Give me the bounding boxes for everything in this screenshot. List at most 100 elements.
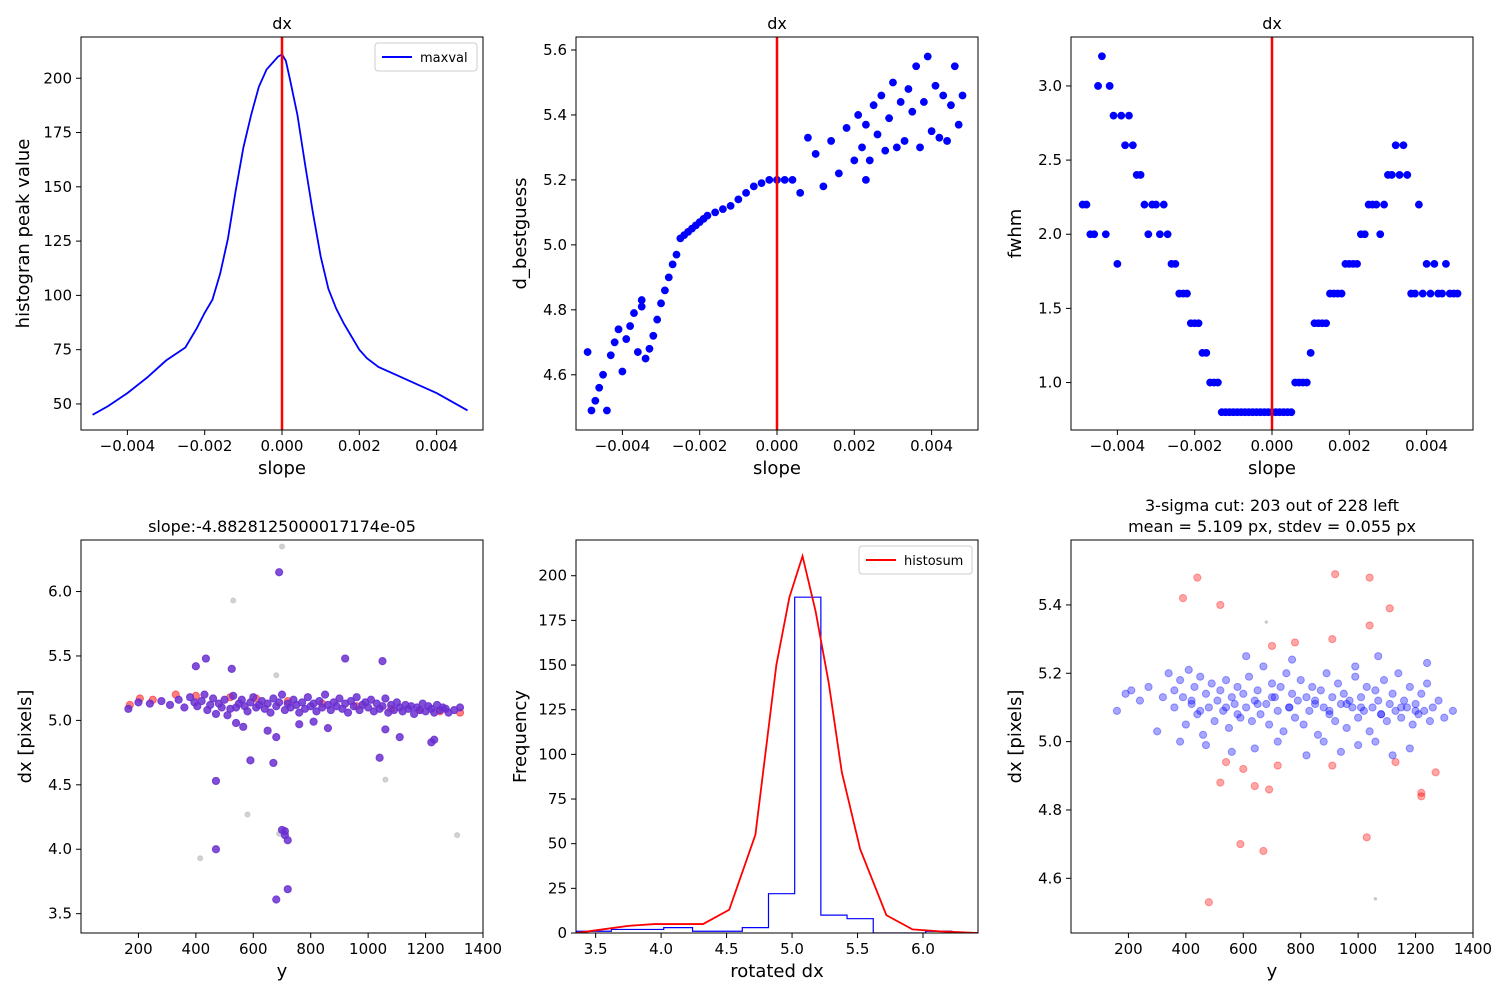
data-point xyxy=(653,315,662,324)
legend-box xyxy=(374,42,478,72)
x-tick-label: 200 xyxy=(124,940,153,958)
data-point xyxy=(881,146,890,155)
series-group-1 xyxy=(1112,652,1458,760)
data-point xyxy=(1193,710,1202,719)
data-point xyxy=(279,543,285,550)
x-tick-label: 0.000 xyxy=(261,437,304,455)
data-point xyxy=(1430,260,1439,268)
data-point xyxy=(1418,289,1427,298)
data-point xyxy=(1288,689,1297,698)
data-point xyxy=(788,176,797,184)
x-axis-label: slope xyxy=(753,458,801,479)
y-tick-label: 5.2 xyxy=(543,171,567,189)
data-point xyxy=(1351,662,1360,671)
data-point xyxy=(1216,778,1225,787)
x-tick-label: −0.002 xyxy=(1167,437,1223,455)
data-point xyxy=(1365,573,1374,582)
y-tick-label: 125 xyxy=(43,232,72,250)
data-point xyxy=(661,286,669,295)
data-point xyxy=(1193,573,1202,582)
data-point xyxy=(1250,744,1259,753)
subplot-p6: 200 400 600 800 1000 1200 1400 4.6 4.8 5.0 5.2 5.4 y… xyxy=(1005,496,1492,982)
y-axis-label: Frequency xyxy=(510,690,531,783)
data-point xyxy=(378,657,387,666)
data-point xyxy=(711,208,720,217)
data-point xyxy=(757,179,766,188)
data-point xyxy=(591,396,600,405)
x-tick-label: 1400 xyxy=(1454,940,1492,958)
data-point xyxy=(1201,689,1211,698)
x-tick-label: −0.002 xyxy=(177,437,233,455)
data-point xyxy=(1376,230,1385,239)
y-tick-label: 6.0 xyxy=(48,583,72,601)
axes-frame xyxy=(1070,539,1474,934)
data-point xyxy=(1325,706,1334,715)
data-point xyxy=(1405,682,1414,692)
data-point xyxy=(1259,846,1268,856)
data-point xyxy=(145,699,155,708)
data-point xyxy=(1388,751,1397,760)
data-point xyxy=(935,133,944,142)
data-point xyxy=(1267,641,1277,651)
y-tick-label: 3.0 xyxy=(1038,77,1062,95)
data-point xyxy=(1425,717,1435,726)
data-point xyxy=(1399,141,1408,150)
x-tick-label: 600 xyxy=(239,940,268,958)
data-point xyxy=(1144,682,1153,692)
data-point xyxy=(1163,230,1172,239)
data-point xyxy=(1328,761,1337,770)
data-point xyxy=(1242,652,1251,661)
y-tick-label: 4.8 xyxy=(543,301,567,319)
x-tick-label: 0.002 xyxy=(338,437,381,455)
data-point xyxy=(885,114,893,123)
data-point xyxy=(364,703,373,712)
x-axis-label: rotated dx xyxy=(730,961,824,982)
series-line xyxy=(576,552,978,933)
data-point xyxy=(375,753,384,762)
chart-title: slope:-4.8828125000017174e-05 xyxy=(148,517,416,536)
y-tick-label: 100 xyxy=(538,745,567,763)
data-point xyxy=(1207,679,1216,688)
data-point xyxy=(266,708,275,717)
plot-area xyxy=(583,37,967,430)
data-point xyxy=(1426,289,1435,298)
data-point xyxy=(927,127,936,136)
data-point xyxy=(220,695,229,704)
data-point xyxy=(1090,230,1099,239)
data-point xyxy=(877,91,886,100)
data-point xyxy=(243,707,252,716)
data-point xyxy=(1121,141,1130,150)
data-point xyxy=(1411,289,1419,298)
data-point xyxy=(239,722,248,731)
y-tick-label: 4.0 xyxy=(48,840,72,858)
data-point xyxy=(865,156,874,165)
data-point xyxy=(1388,689,1397,698)
data-point xyxy=(1287,408,1296,417)
data-point xyxy=(1319,737,1328,746)
data-point xyxy=(1339,689,1348,698)
data-point xyxy=(1282,669,1291,678)
data-point xyxy=(1362,682,1371,692)
chart-subtitle: mean = 5.109 px, stdev = 0.055 px xyxy=(1128,517,1416,536)
data-point xyxy=(1285,703,1294,712)
data-point xyxy=(309,717,318,726)
data-point xyxy=(587,406,596,415)
x-tick-label: 0.002 xyxy=(833,437,876,455)
data-point xyxy=(834,169,843,178)
y-tick-label: 25 xyxy=(548,879,567,897)
data-point xyxy=(583,348,592,356)
data-point xyxy=(614,325,623,334)
series-group-2 xyxy=(124,568,465,904)
data-point xyxy=(343,708,353,717)
data-point xyxy=(889,78,897,87)
data-point xyxy=(201,654,211,663)
x-tick-label: 600 xyxy=(1229,940,1258,958)
data-point xyxy=(1374,696,1383,705)
data-point xyxy=(382,776,389,783)
plot-area xyxy=(1112,570,1458,907)
data-point xyxy=(1202,348,1211,357)
data-point xyxy=(134,698,143,707)
data-point xyxy=(165,700,175,710)
series-group-2 xyxy=(1264,620,1378,901)
data-point xyxy=(1371,737,1380,746)
